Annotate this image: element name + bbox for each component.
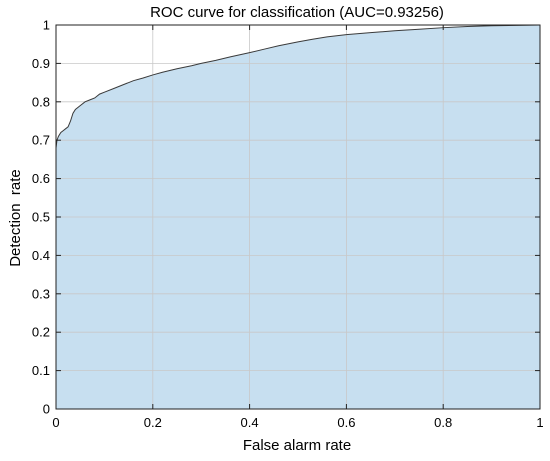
y-tick-label: 0.8	[32, 94, 50, 109]
y-tick-label: 0.5	[32, 210, 50, 225]
y-tick-label: 0	[43, 402, 50, 417]
y-tick-label: 1	[43, 18, 50, 33]
x-axis-label: False alarm rate	[243, 437, 351, 454]
y-tick-label: 0.1	[32, 363, 50, 378]
x-tick-label: 0	[52, 415, 59, 430]
y-ticks: 0 0.1 0.2 0.3 0.4 0.5 0.6 0.7 0.8 0.9 1	[32, 18, 540, 417]
y-tick-label: 0.3	[32, 286, 50, 301]
x-tick-label: 0.8	[434, 415, 452, 430]
x-ticks: 0 0.2 0.4 0.6 0.8 1	[52, 25, 544, 430]
y-tick-label: 0.2	[32, 325, 50, 340]
y-axis-label: Detection rate	[7, 169, 24, 267]
y-tick-label: 0.9	[32, 56, 50, 71]
grid	[56, 25, 540, 409]
y-tick-label: 0.6	[32, 171, 50, 186]
roc-curve	[55, 24, 541, 148]
y-tick-label: 0.4	[32, 248, 50, 263]
x-tick-label: 0.2	[144, 415, 162, 430]
y-tick-label: 0.7	[32, 133, 50, 148]
x-tick-label: 1	[536, 415, 543, 430]
roc-curve-line	[55, 24, 541, 148]
x-tick-label: 0.6	[337, 415, 355, 430]
x-tick-label: 0.4	[241, 415, 259, 430]
chart-title: ROC curve for classification (AUC=0.9325…	[150, 4, 444, 21]
